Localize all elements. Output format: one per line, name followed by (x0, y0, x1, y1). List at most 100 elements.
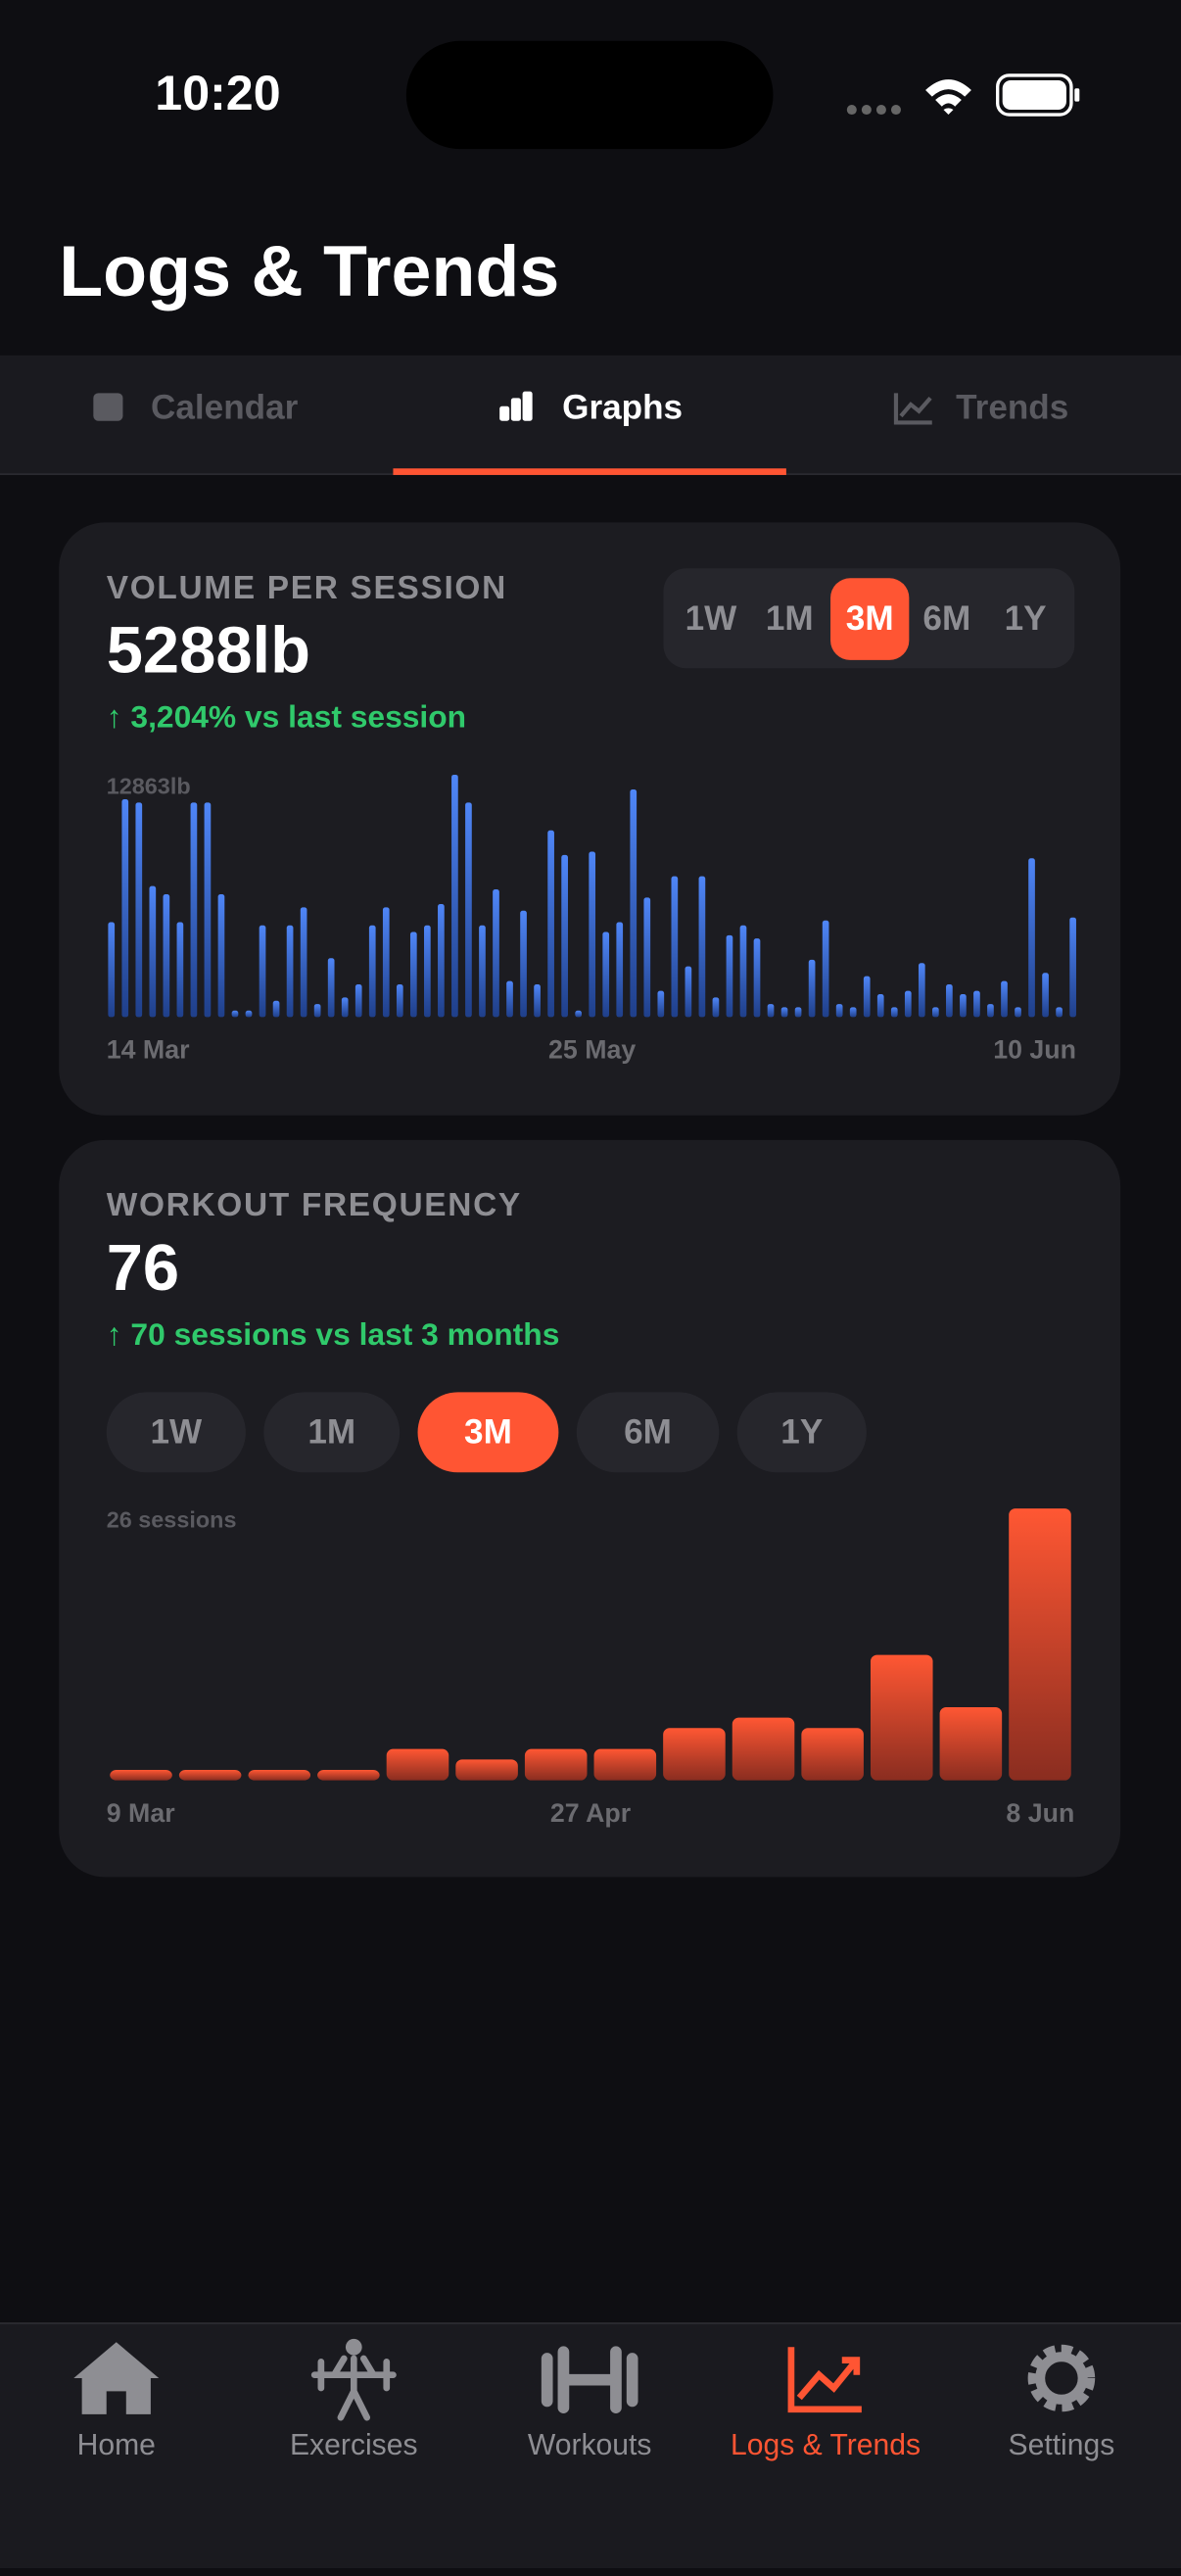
bar (149, 885, 157, 1018)
nav-label[interactable]: Logs & Trends (731, 2429, 921, 2461)
bar (465, 802, 472, 1018)
workouts-icon[interactable] (541, 2346, 638, 2413)
frequency-card (59, 1139, 1121, 1878)
bar (110, 1770, 172, 1781)
bar (593, 1748, 657, 1781)
bar (753, 938, 761, 1018)
range-label[interactable]: 1W (150, 1412, 203, 1451)
bar (231, 1010, 239, 1018)
bar (589, 851, 596, 1018)
card-value: 5288lb (107, 614, 310, 688)
bar (575, 1010, 582, 1018)
nav-divider (0, 2322, 1181, 2324)
bar (455, 1759, 518, 1781)
bar (286, 925, 294, 1018)
bar (176, 922, 184, 1018)
bar (1042, 973, 1049, 1018)
range-label[interactable]: 1M (307, 1412, 355, 1451)
x-axis-label: 9 Mar (107, 1798, 175, 1828)
bar (1069, 917, 1076, 1018)
graph-icon (499, 405, 510, 421)
bar (1001, 980, 1008, 1018)
card-change: ↑ 70 sessions vs last 3 months (107, 1316, 560, 1352)
bar (121, 799, 129, 1018)
battery-tip (1074, 88, 1080, 102)
bar (801, 1728, 864, 1781)
bar (685, 966, 692, 1018)
x-axis-label: 10 Jun (993, 1035, 1076, 1065)
x-axis-label: 27 Apr (550, 1798, 631, 1828)
bar (259, 925, 266, 1018)
range-label[interactable]: 1M (766, 599, 814, 638)
bar (108, 922, 116, 1018)
bar (960, 994, 967, 1018)
exercises-head[interactable] (345, 2338, 362, 2356)
bar (835, 1004, 843, 1018)
trends-icon[interactable] (787, 2347, 862, 2413)
bar (602, 931, 610, 1018)
bar (1056, 1007, 1063, 1018)
bar (313, 1004, 321, 1018)
range-pill[interactable] (263, 1392, 401, 1473)
bar (368, 925, 376, 1018)
bar (354, 983, 362, 1018)
bar (317, 1770, 380, 1781)
range-pill[interactable] (106, 1392, 246, 1473)
bar (300, 907, 307, 1018)
bar (534, 983, 541, 1018)
settings-core[interactable] (1035, 2352, 1088, 2405)
bar (135, 802, 143, 1018)
tab-indicator (393, 468, 786, 475)
bar (732, 1717, 795, 1781)
range-label[interactable]: 6M (922, 599, 970, 638)
nav-label[interactable]: Settings (1009, 2429, 1115, 2461)
tab-label[interactable]: Graphs (562, 388, 683, 426)
y-tick-label: 12863lb (107, 774, 191, 799)
bar (163, 894, 170, 1018)
exercises-icon[interactable] (310, 2355, 397, 2421)
range-label[interactable]: 1Y (1005, 599, 1047, 638)
range-label[interactable]: 3M (846, 599, 894, 638)
bar (493, 889, 499, 1018)
bar (1015, 1007, 1021, 1018)
range-label[interactable]: 1Y (780, 1412, 823, 1451)
bar (396, 983, 403, 1018)
range-pill[interactable] (736, 1392, 867, 1473)
range-label[interactable]: 3M (464, 1412, 512, 1451)
bar (918, 963, 925, 1018)
bar (876, 994, 884, 1018)
nav-label[interactable]: Exercises (290, 2429, 417, 2461)
bar (438, 904, 445, 1018)
bar (204, 802, 212, 1018)
bar (904, 990, 912, 1018)
range-pill[interactable] (830, 578, 910, 660)
nav-label[interactable]: Workouts (528, 2429, 652, 2461)
bar (217, 894, 225, 1018)
range-label[interactable]: 6M (624, 1412, 672, 1451)
card-change: ↑ 3,204% vs last session (107, 698, 466, 734)
range-label[interactable]: 1W (685, 599, 738, 638)
range-pill[interactable] (576, 1392, 720, 1473)
bar (190, 802, 198, 1018)
bar (739, 925, 747, 1018)
tab-label[interactable]: Calendar (151, 388, 299, 426)
bar (520, 910, 527, 1018)
bar (630, 788, 638, 1018)
x-axis-label: 8 Jun (1006, 1798, 1074, 1828)
wifi-icon (925, 79, 971, 116)
dynamic-island (405, 40, 774, 150)
bar (973, 990, 980, 1018)
nav-label[interactable]: Home (77, 2429, 156, 2461)
bar (327, 958, 335, 1018)
tab-label[interactable]: Trends (956, 388, 1068, 426)
range-pill[interactable] (417, 1392, 559, 1473)
card-title: VOLUME PER SESSION (107, 570, 507, 606)
bar (386, 1748, 449, 1781)
y-tick-label: 26 sessions (107, 1507, 237, 1533)
bar (671, 876, 679, 1018)
battery (996, 73, 1073, 117)
bar (870, 1654, 933, 1781)
bar (1009, 1508, 1071, 1781)
graph-icon (510, 398, 521, 421)
